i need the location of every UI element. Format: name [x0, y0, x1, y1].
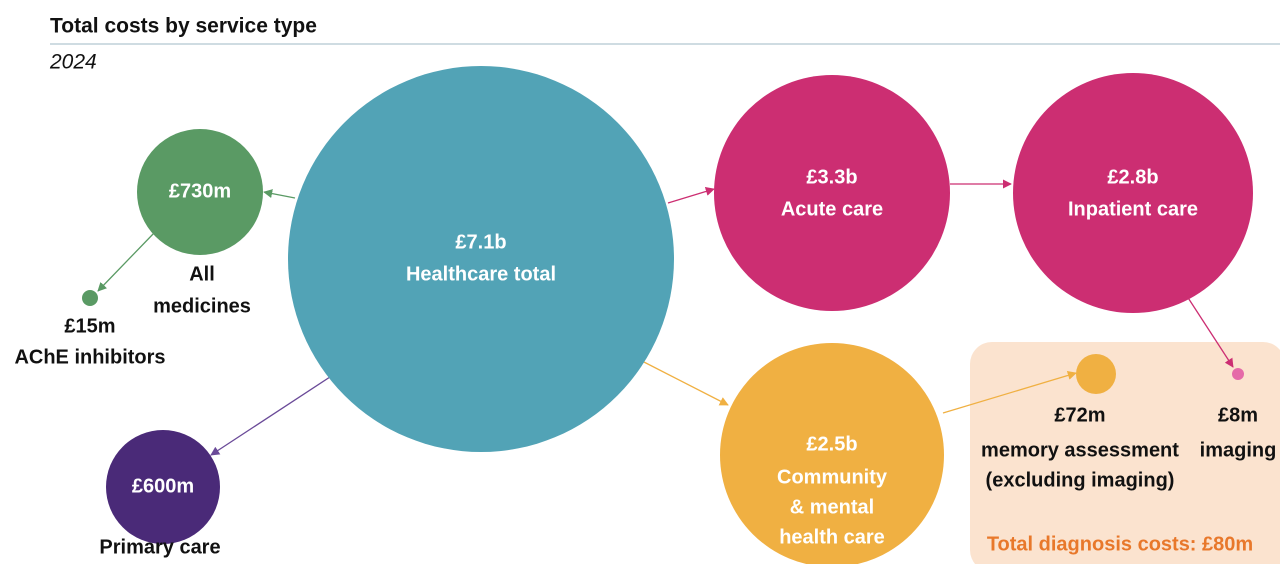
bubble	[288, 66, 674, 452]
arrow	[639, 359, 729, 406]
node-name: Healthcare total	[406, 263, 556, 285]
node-value: £7.1b	[455, 231, 506, 253]
node-name: Primary care	[99, 536, 220, 558]
node-value: £730m	[169, 180, 231, 202]
bubble	[714, 75, 950, 311]
diagnosis-panel	[970, 342, 1280, 564]
node-value: £15m	[64, 315, 115, 337]
bubble	[82, 290, 98, 306]
bubble	[1013, 73, 1253, 313]
node-value: £8m	[1218, 404, 1258, 426]
arrow	[667, 187, 715, 204]
bubble	[137, 129, 263, 255]
node-value: £2.5b	[806, 433, 857, 455]
node-name: & mental	[790, 496, 874, 518]
node-name: Inpatient care	[1068, 198, 1198, 220]
node-name: Acute care	[781, 198, 883, 220]
bubble	[1076, 354, 1116, 394]
arrows	[97, 179, 1234, 456]
node-name: imaging	[1200, 439, 1277, 461]
node-value: £600m	[132, 475, 194, 497]
panel-label: Total diagnosis costs: £80m	[987, 533, 1253, 555]
arrow	[1182, 289, 1234, 368]
arrow	[97, 231, 156, 292]
arrow	[210, 374, 334, 456]
nodes: £7.1b Healthcare total £730m All medicines £1…	[14, 66, 1276, 564]
node-name: (excluding imaging)	[986, 469, 1175, 491]
bubble	[1232, 368, 1244, 380]
node-value: £2.8b	[1107, 166, 1158, 188]
node-value: £3.3b	[806, 166, 857, 188]
node-name: health care	[779, 526, 885, 548]
node-name: Community	[777, 466, 888, 488]
node-value: £72m	[1054, 404, 1105, 426]
bubble	[720, 343, 944, 564]
node-name: medicines	[153, 295, 251, 317]
bubble	[106, 430, 220, 544]
arrow	[263, 189, 296, 199]
subtitle: 2024	[49, 51, 97, 74]
node-name: memory assessment	[981, 439, 1179, 461]
arrow	[942, 371, 1077, 414]
node-name: All	[189, 263, 215, 285]
node-name: AChE inhibitors	[14, 346, 165, 368]
title: Total costs by service type	[50, 15, 317, 38]
